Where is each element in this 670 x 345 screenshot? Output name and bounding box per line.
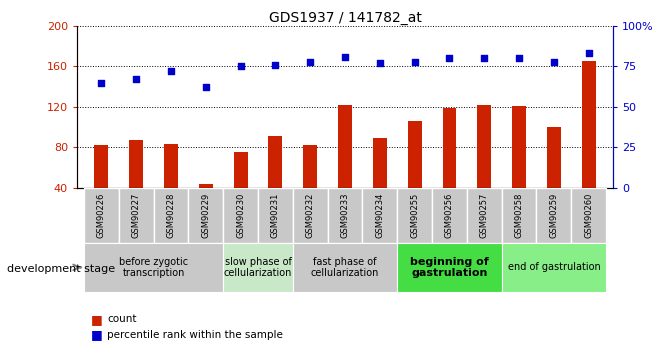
Bar [258,188,293,243]
Title: GDS1937 / 141782_at: GDS1937 / 141782_at [269,11,421,25]
Bar [467,188,502,243]
Bar [547,127,561,188]
Text: GSM90259: GSM90259 [549,193,558,238]
Text: GSM90227: GSM90227 [132,193,141,238]
Bar [188,188,223,243]
Bar [84,243,223,292]
Point [444,56,455,61]
Text: GSM90231: GSM90231 [271,193,280,238]
Bar [408,121,421,188]
Text: GSM90232: GSM90232 [306,193,315,238]
Point [549,59,559,64]
Bar [432,188,467,243]
Text: development stage: development stage [7,264,115,274]
Bar [373,138,387,188]
Point [514,56,525,61]
Text: GSM90226: GSM90226 [97,193,106,238]
Bar [119,188,153,243]
Text: GSM90258: GSM90258 [515,193,523,238]
Bar [502,188,537,243]
Bar [397,188,432,243]
Text: GSM90257: GSM90257 [480,193,489,238]
Bar [397,243,502,292]
Bar [293,188,328,243]
Bar [269,136,282,188]
Bar [328,188,362,243]
Bar [164,145,178,188]
Text: before zygotic
transcription: before zygotic transcription [119,257,188,278]
Text: ■: ■ [90,313,103,326]
Point [375,60,385,66]
Bar [84,188,119,243]
Point [270,62,281,68]
Bar [338,105,352,188]
Text: fast phase of
cellularization: fast phase of cellularization [311,257,379,278]
Bar [199,184,213,188]
Text: GSM90255: GSM90255 [410,193,419,238]
Text: percentile rank within the sample: percentile rank within the sample [107,330,283,339]
Text: GSM90256: GSM90256 [445,193,454,238]
Bar [537,188,572,243]
Bar [362,188,397,243]
Text: count: count [107,314,137,324]
Text: GSM90260: GSM90260 [584,193,593,238]
Bar [129,140,143,188]
Bar [582,61,596,188]
Bar [512,106,526,188]
Bar [234,151,248,188]
Point [235,63,246,69]
Text: end of gastrulation: end of gastrulation [507,263,600,272]
Text: GSM90234: GSM90234 [375,193,385,238]
Text: GSM90233: GSM90233 [340,193,350,238]
Text: slow phase of
cellularization: slow phase of cellularization [224,257,292,278]
Bar [442,108,456,188]
Bar [223,188,258,243]
Bar [572,188,606,243]
Bar [293,243,397,292]
Point [165,69,176,74]
Bar [94,146,109,188]
Point [200,85,211,90]
Bar [153,188,188,243]
Point [584,51,594,56]
Point [305,59,316,64]
Point [409,59,420,64]
Text: GSM90230: GSM90230 [236,193,245,238]
Text: GSM90229: GSM90229 [201,193,210,238]
Point [131,77,141,82]
Point [479,56,490,61]
Bar [477,105,491,188]
Point [340,54,350,59]
Point [96,80,107,85]
Text: GSM90228: GSM90228 [167,193,176,238]
Text: ■: ■ [90,328,103,341]
Bar [223,243,293,292]
Bar [304,146,317,188]
Text: beginning of
gastrulation: beginning of gastrulation [410,257,489,278]
Bar [502,243,606,292]
